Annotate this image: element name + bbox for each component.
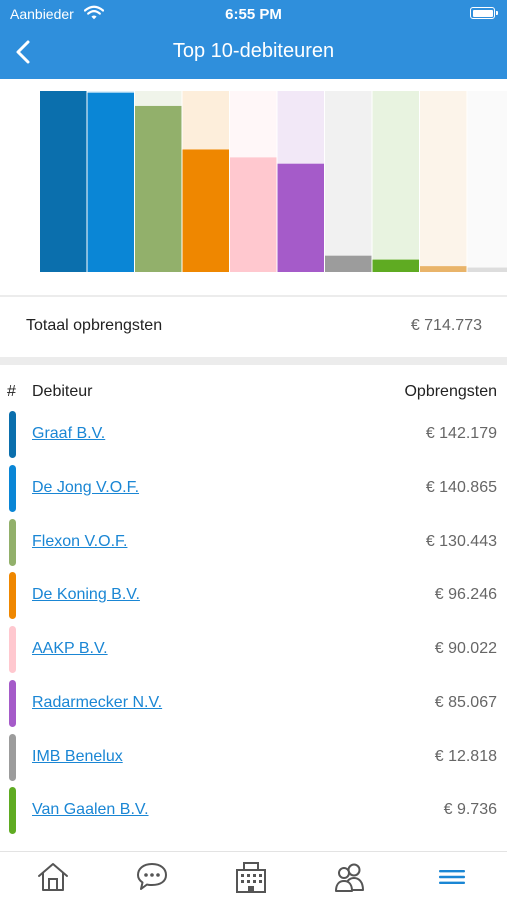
chart-bar[interactable]: [87, 92, 135, 272]
wifi-icon: [83, 5, 105, 25]
debtor-link[interactable]: IMB Benelux: [32, 747, 123, 765]
debtor-link[interactable]: De Koning B.V.: [32, 586, 140, 604]
chart-bar[interactable]: [40, 91, 87, 272]
debtor-amount: € 12.818: [434, 747, 497, 765]
bar-track: [325, 91, 372, 272]
color-indicator: [9, 626, 16, 673]
table-row[interactable]: De Jong V.O.F. € 140.865: [0, 462, 507, 516]
table-header: # Debiteur Opbrengsten: [0, 380, 507, 404]
bar-track: [420, 91, 467, 272]
column-debtor-header: Debiteur: [32, 383, 93, 400]
tab-contacts[interactable]: [299, 852, 400, 900]
debtor-link[interactable]: Radarmecker N.V.: [32, 693, 163, 711]
status-time: 6:55 PM: [225, 6, 282, 23]
debtor-link[interactable]: AAKP B.V.: [32, 640, 108, 657]
chart-bar[interactable]: [230, 157, 277, 272]
tab-bar: [0, 851, 507, 900]
table-row[interactable]: De Koning B.V. € 96.246: [0, 569, 507, 623]
debtor-link[interactable]: Graaf B.V.: [32, 425, 106, 442]
bar-track: [467, 91, 507, 272]
debtor-amount: € 9.736: [443, 801, 497, 819]
total-value: € 714.773: [410, 317, 482, 334]
divider: [0, 295, 507, 297]
home-icon: [37, 862, 68, 891]
color-indicator: [9, 733, 16, 781]
menu-icon: [438, 869, 465, 884]
app-header: Aanbieder 6:55 PM Top 10-debiteuren: [0, 0, 507, 79]
contacts-icon: [334, 863, 364, 892]
debtor-bar-chart: [0, 79, 507, 294]
chart-bar[interactable]: [467, 267, 507, 272]
debtor-amount: € 142.179: [425, 425, 497, 442]
tab-home[interactable]: [2, 852, 103, 900]
page-title: Top 10-debiteuren: [172, 40, 335, 62]
chart-bar[interactable]: [325, 255, 372, 272]
carrier-label: Aanbieder: [10, 6, 74, 22]
tab-companies[interactable]: [200, 852, 301, 900]
table-row[interactable]: Radarmecker N.V. € 85.067: [0, 677, 507, 731]
debtor-link[interactable]: De Jong V.O.F.: [32, 478, 140, 496]
debtor-link[interactable]: Van Gaalen B.V.: [32, 801, 149, 819]
table-row[interactable]: Flexon V.O.F. € 130.443: [0, 516, 507, 570]
table-row[interactable]: AAKP B.V. € 90.022: [0, 623, 507, 677]
chat-bubble-icon: [136, 862, 167, 890]
debtor-amount: € 140.865: [425, 478, 497, 496]
battery-icon: [470, 7, 498, 19]
chevron-left-icon: [16, 40, 30, 64]
section-gap: [0, 357, 507, 365]
color-indicator: [9, 787, 16, 835]
chart-bar[interactable]: [420, 266, 467, 272]
column-revenue-header: Opbrengsten: [404, 383, 497, 400]
debtor-amount: € 90.022: [434, 640, 497, 657]
chart-bar[interactable]: [182, 149, 230, 272]
chart-svg: [40, 91, 507, 272]
total-label: Totaal opbrengsten: [26, 317, 163, 334]
tab-menu[interactable]: [401, 852, 502, 900]
debtor-link[interactable]: Flexon V.O.F.: [32, 532, 128, 550]
column-index-header: #: [7, 383, 16, 400]
color-indicator: [9, 518, 16, 566]
debtor-amount: € 85.067: [434, 693, 497, 711]
bar-track: [372, 91, 419, 272]
color-indicator: [9, 411, 16, 458]
tab-messages[interactable]: [101, 852, 202, 900]
building-icon: [235, 861, 266, 893]
color-indicator: [9, 464, 16, 512]
total-revenue-row: Totaal opbrengsten € 714.773: [0, 297, 507, 357]
debtor-amount: € 130.443: [425, 532, 497, 550]
table-row[interactable]: Van Gaalen B.V. € 9.736: [0, 784, 507, 838]
table-row[interactable]: Graaf B.V. € 142.179: [0, 408, 507, 462]
debtor-list: Graaf B.V. € 142.179 De Jong V.O.F. € 14…: [0, 408, 507, 838]
color-indicator: [9, 572, 16, 620]
table-row[interactable]: IMB Benelux € 12.818: [0, 731, 507, 785]
chart-bar[interactable]: [277, 163, 325, 272]
chart-bar[interactable]: [372, 259, 420, 272]
color-indicator: [9, 679, 16, 727]
back-button[interactable]: [10, 37, 38, 67]
debtor-amount: € 96.246: [434, 586, 497, 604]
chart-bar[interactable]: [135, 105, 182, 272]
